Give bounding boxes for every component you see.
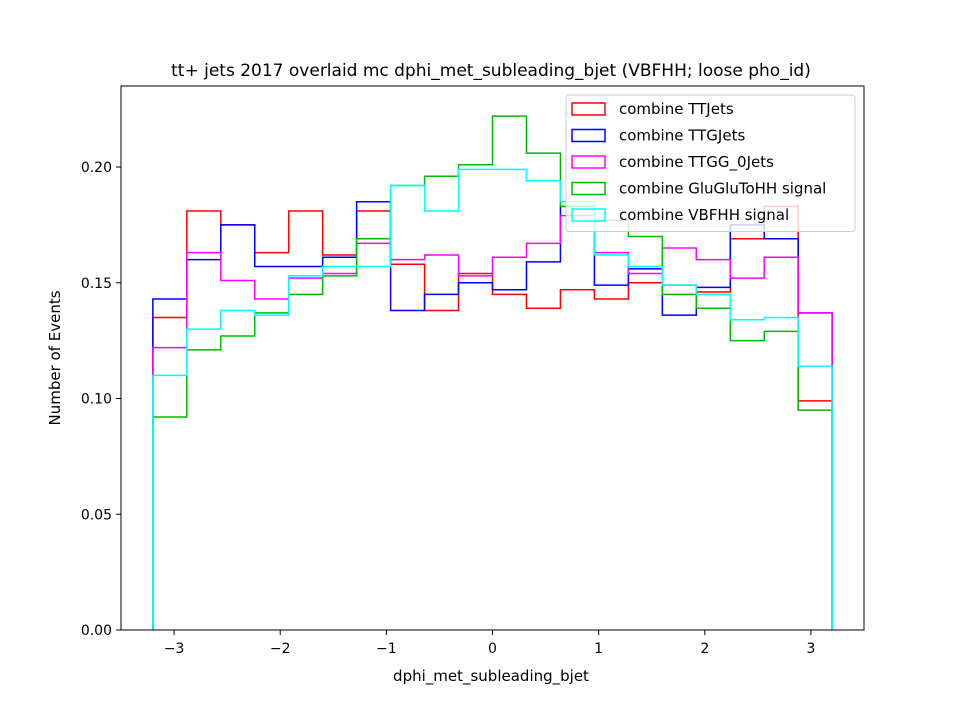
y-tick-label: 0.00: [81, 623, 112, 639]
x-tick-label: −3: [164, 641, 185, 657]
x-axis-label: dphi_met_subleading_bjet: [393, 667, 589, 686]
legend-label: combine TTJets: [619, 100, 734, 118]
series-step-2: [152, 214, 833, 630]
x-tick-label: 0: [488, 641, 497, 657]
legend-box: [565, 94, 856, 232]
y-tick-label: 0.15: [81, 276, 112, 292]
legend-swatch: [571, 208, 606, 222]
legend: combine TTJets combine TTGJets combine TTG…: [565, 94, 856, 232]
legend-label: combine TTGJets: [619, 127, 745, 145]
legend-swatch: [571, 155, 606, 169]
x-tick-label: −1: [376, 641, 397, 657]
y-tick-label: 0.10: [81, 392, 112, 408]
x-tick-label: −2: [270, 641, 291, 657]
x-axis: −3 −2 −1 0 1 2 3: [164, 630, 815, 657]
legend-label: combine VBFHH signal: [619, 206, 789, 224]
x-tick-label: 1: [594, 641, 603, 657]
legend-swatch: [571, 102, 606, 116]
x-tick-label: 3: [806, 641, 815, 657]
y-axis-label: Number of Events: [46, 290, 64, 425]
legend-swatch: [571, 181, 606, 196]
chart-title: tt+ jets 2017 overlaid mc dphi_met_suble…: [171, 61, 811, 81]
legend-label: combine TTGG_0Jets: [619, 153, 774, 172]
y-tick-label: 0.20: [81, 160, 112, 176]
legend-swatch: [571, 128, 606, 143]
y-tick-label: 0.05: [81, 507, 112, 523]
legend-label: combine GluGluToHH signal: [619, 180, 826, 198]
y-axis: 0.00 0.05 0.10 0.15 0.20: [81, 160, 121, 639]
x-tick-label: 2: [700, 641, 709, 657]
series-step-4: [152, 168, 833, 630]
